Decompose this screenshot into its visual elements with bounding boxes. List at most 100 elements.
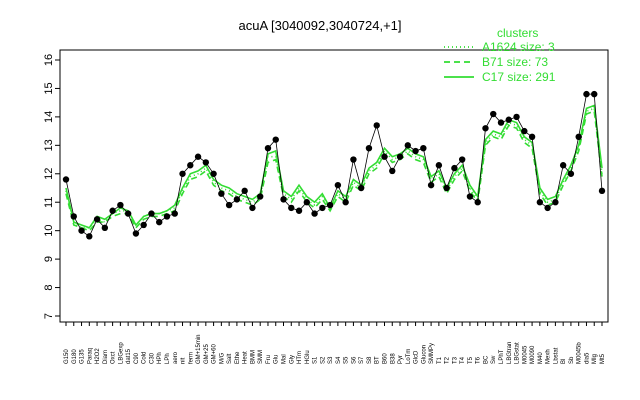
data-point xyxy=(598,187,606,195)
data-point xyxy=(528,133,536,140)
x-tick-label: Paraq xyxy=(87,348,93,364)
data-point xyxy=(288,204,295,212)
x-tick-label: Fru xyxy=(266,355,272,364)
x-tick-label: LPhT xyxy=(499,349,505,364)
data-point xyxy=(451,164,458,172)
x-tick-label: B60 xyxy=(382,353,388,364)
x-tick-label: BC xyxy=(483,355,489,364)
x-tick-label: M0090 xyxy=(530,345,536,364)
data-point xyxy=(404,142,411,149)
y-tick-label: 7 xyxy=(43,313,55,319)
x-tick-label: T2 xyxy=(445,356,451,364)
x-tick-label: Diam xyxy=(103,350,109,364)
x-tick-label: M0045b xyxy=(577,342,583,364)
x-tick-label: HTm xyxy=(297,351,303,364)
x-tick-label: G135 xyxy=(80,349,86,364)
x-tick-label: S7 xyxy=(359,356,365,364)
x-tick-label: S1 xyxy=(313,356,319,364)
data-point xyxy=(233,196,241,203)
data-point xyxy=(194,153,202,160)
x-tick-label: Ethe xyxy=(235,351,241,364)
y-tick-label: 12 xyxy=(43,168,55,180)
x-tick-label: S5 xyxy=(344,356,350,364)
y-tick-label: 14 xyxy=(43,111,55,123)
data-point xyxy=(93,216,101,223)
data-point xyxy=(86,233,93,240)
data-point xyxy=(187,162,194,169)
data-point xyxy=(132,230,140,237)
y-tick-label: 15 xyxy=(43,82,55,94)
series-line-2 xyxy=(65,107,603,229)
data-point xyxy=(536,199,544,206)
data-point xyxy=(420,144,427,152)
x-tick-label: S8 xyxy=(367,356,373,364)
data-point xyxy=(202,159,210,166)
x-tick-label: Salt xyxy=(227,353,233,364)
x-tick-label: T3 xyxy=(452,356,458,364)
x-tick-label: T6 xyxy=(476,356,482,364)
data-point xyxy=(583,90,590,98)
data-point xyxy=(179,170,186,177)
legend-title: clusters xyxy=(497,26,538,40)
data-point xyxy=(458,156,466,163)
x-tick-label: dia5 xyxy=(584,352,590,364)
data-point xyxy=(567,170,575,177)
x-tick-label: Gly xyxy=(289,355,295,364)
data-point xyxy=(295,207,303,214)
data-point xyxy=(319,204,326,212)
data-point xyxy=(264,144,272,152)
x-tick-label: ferm xyxy=(188,352,194,364)
x-tick-label: nit xyxy=(181,357,187,364)
data-point xyxy=(412,147,419,155)
x-tick-label: Heat xyxy=(243,351,249,364)
data-point xyxy=(591,90,598,98)
data-point xyxy=(280,196,287,203)
data-point xyxy=(396,153,404,160)
x-tick-label: C30 xyxy=(149,352,155,364)
data-point xyxy=(218,190,225,197)
x-tick-label: dat15 xyxy=(126,348,132,364)
x-tick-label: Sw xyxy=(491,355,497,364)
data-point xyxy=(342,199,349,206)
data-point xyxy=(140,221,147,229)
series-points xyxy=(62,90,606,240)
data-point xyxy=(156,218,163,226)
data-point xyxy=(474,199,481,206)
x-tick-label: LBGstat xyxy=(515,342,521,364)
x-tick-label: HPh xyxy=(157,352,163,364)
data-point xyxy=(241,187,248,195)
x-tick-label: BMM xyxy=(250,350,256,364)
data-point xyxy=(427,181,435,189)
x-tick-label: H2O2 xyxy=(95,348,101,364)
legend-item-label: C17 size: 291 xyxy=(482,70,556,84)
x-tick-label: LPh xyxy=(165,353,171,364)
x-tick-label: GM+60 xyxy=(212,343,218,364)
legend-item-label: A1624 size: 3 xyxy=(482,40,555,54)
x-tick-label: M40 xyxy=(538,352,544,364)
x-tick-label: BT xyxy=(375,356,381,364)
data-point xyxy=(148,210,155,217)
series-lines xyxy=(65,104,603,232)
x-tick-label: G180 xyxy=(72,349,78,364)
data-point xyxy=(357,184,365,192)
x-tick-label: Bl xyxy=(561,359,567,364)
x-tick-label: B38 xyxy=(390,353,396,364)
data-point xyxy=(443,184,450,192)
data-point xyxy=(70,213,77,220)
data-point xyxy=(521,127,528,135)
data-point xyxy=(101,224,109,232)
x-tick-label: C90 xyxy=(134,352,140,364)
x-tick-label: Oxct xyxy=(111,351,117,364)
x-tick-label: Glucon xyxy=(421,345,427,364)
x-tick-label: S3 xyxy=(328,356,334,364)
series-line-1 xyxy=(65,110,603,232)
y-tick-label: 11 xyxy=(43,197,55,208)
y-tick-label: 10 xyxy=(43,225,55,237)
x-tick-label: Mal xyxy=(282,354,288,364)
data-point xyxy=(466,193,474,200)
x-tick-label: aero xyxy=(173,351,179,364)
data-point xyxy=(326,201,334,209)
